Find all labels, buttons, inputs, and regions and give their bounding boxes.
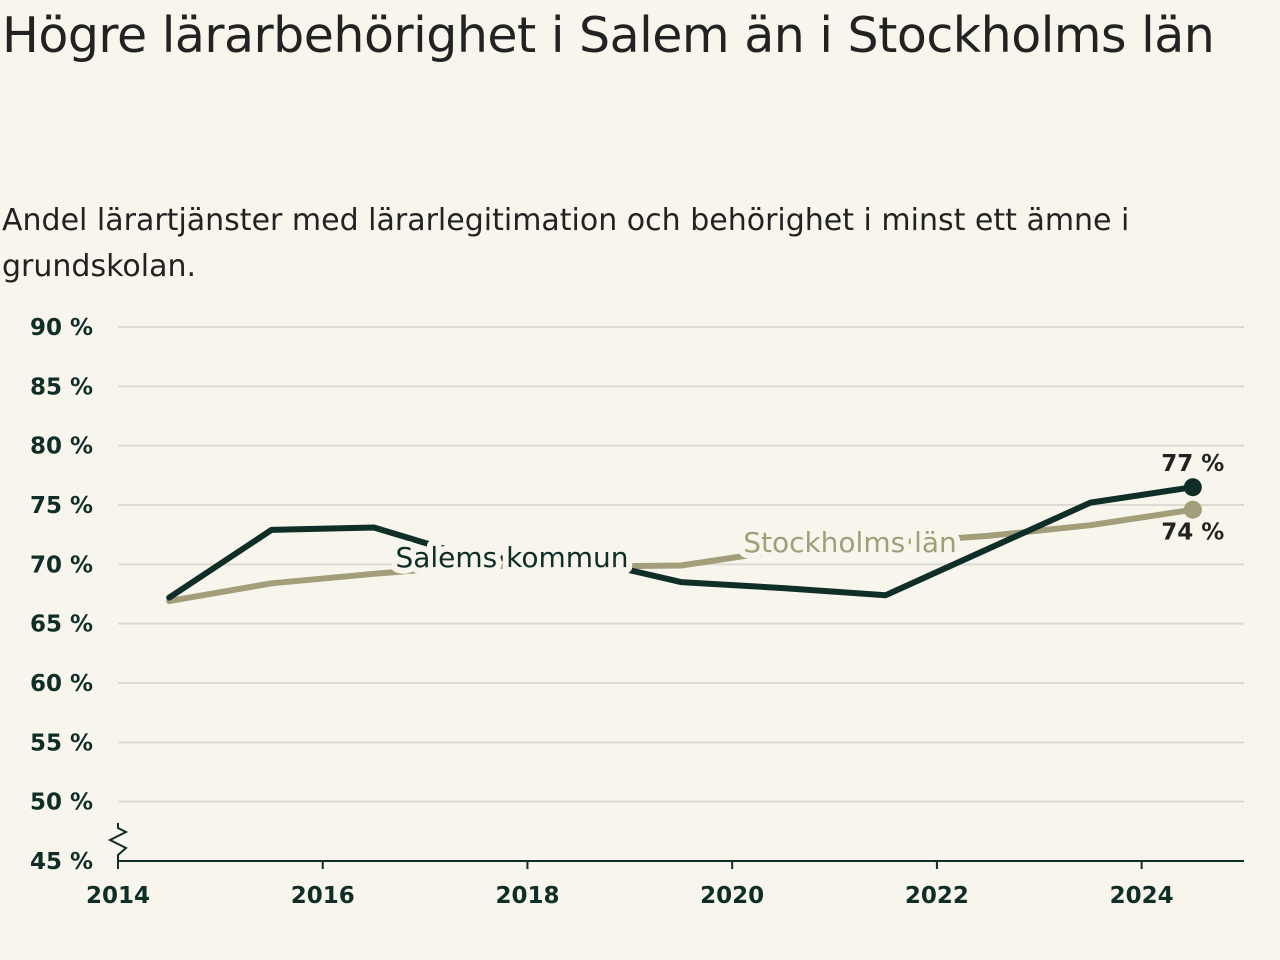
- x-tick-label: 2022: [905, 883, 969, 909]
- y-tick-label: 85 %: [30, 374, 93, 400]
- series-lines: [166, 478, 1202, 605]
- x-tick-label: 2024: [1110, 883, 1174, 909]
- series-end-point-0: [1183, 478, 1202, 497]
- series-name-label-0: Salems kommun: [395, 541, 628, 574]
- y-tick-label: 75 %: [30, 493, 93, 519]
- y-tick-label: 70 %: [30, 552, 93, 578]
- y-tick-label: 55 %: [30, 730, 93, 756]
- y-tick-label: 65 %: [30, 612, 93, 638]
- y-tick-label: 80 %: [30, 434, 93, 460]
- chart-subtitle: Andel lärartjänster med lärarlegitimatio…: [2, 203, 1130, 284]
- y-tick-label: 50 %: [30, 790, 93, 816]
- chart-title: Högre lärarbehörighet i Salem än i Stock…: [2, 7, 1215, 64]
- series-labels: Salems kommun Stockholms län 77 % 74 %: [389, 451, 1224, 580]
- y-tick-label: 90 %: [30, 315, 93, 341]
- series-name-label-1: Stockholms län: [743, 526, 957, 559]
- x-tick-label: 2016: [291, 883, 355, 909]
- series-end-point-1: [1183, 500, 1202, 519]
- series-line-0: [166, 484, 1196, 601]
- x-tick-label: 2014: [86, 883, 150, 909]
- y-axis-break: [107, 823, 129, 861]
- y-tick-label: 45 %: [30, 849, 93, 875]
- x-tick-label: 2020: [700, 883, 764, 909]
- x-axis-ticks: 2014 2016 2018 2020 2022 2024: [86, 861, 1174, 909]
- x-tick-label: 2018: [495, 883, 559, 909]
- y-axis-ticks: 45 % 50 % 55 % 60 % 65 % 70 % 75 % 80 % 85 % 90 %: [30, 315, 93, 875]
- y-tick-label: 60 %: [30, 671, 93, 697]
- end-value-label-0: 77 %: [1161, 451, 1224, 477]
- end-value-label-1: 74 %: [1161, 520, 1224, 546]
- axes: [107, 823, 1244, 862]
